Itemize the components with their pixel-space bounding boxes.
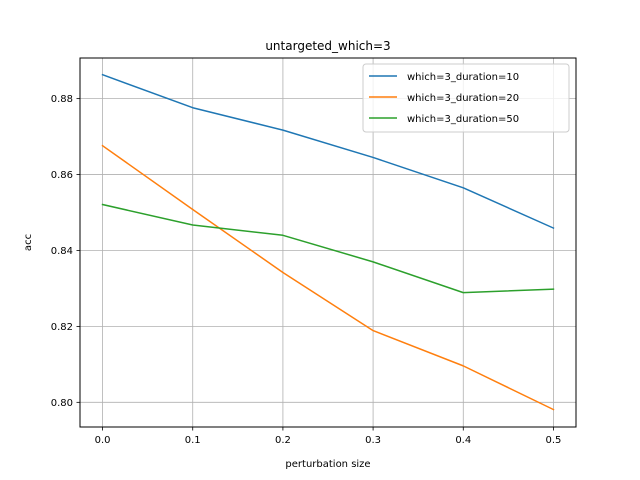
- series-line-1: [101, 73, 555, 230]
- x-axis-label: perturbation size: [285, 459, 370, 470]
- x-tick-label: 0.5: [546, 435, 562, 446]
- x-tick-label: 0.4: [455, 435, 471, 446]
- series-line-2: [101, 144, 555, 411]
- legend-label-3: which=3_duration=50: [407, 114, 519, 125]
- y-axis-label: acc: [23, 234, 34, 251]
- legend: which=3_duration=10 which=3_duration=20 …: [362, 63, 570, 133]
- y-tick-label: 0.88: [51, 94, 73, 105]
- y-tick-label: 0.82: [51, 322, 73, 333]
- x-tick-label: 0.2: [275, 435, 291, 446]
- legend-box: [362, 63, 570, 133]
- legend-label-1: which=3_duration=10: [407, 72, 519, 83]
- plot-frame: [79, 57, 577, 428]
- x-tick-label: 0.3: [365, 435, 381, 446]
- x-tick-label: 0.0: [95, 435, 111, 446]
- y-tick-label: 0.80: [51, 398, 73, 409]
- series-lines: [101, 73, 555, 411]
- y-tick-label: 0.84: [51, 246, 73, 257]
- y-axis: 0.80 0.82 0.84 0.86 0.88: [51, 94, 80, 409]
- x-axis: 0.0 0.1 0.2 0.3 0.4 0.5: [95, 427, 562, 446]
- y-tick-label: 0.86: [51, 170, 73, 181]
- legend-label-2: which=3_duration=20: [407, 93, 519, 104]
- x-tick-label: 0.1: [185, 435, 201, 446]
- chart-title: untargeted_which=3: [265, 39, 390, 53]
- series-line-3: [101, 203, 555, 294]
